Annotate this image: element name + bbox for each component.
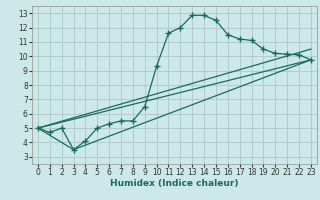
X-axis label: Humidex (Indice chaleur): Humidex (Indice chaleur): [110, 179, 239, 188]
